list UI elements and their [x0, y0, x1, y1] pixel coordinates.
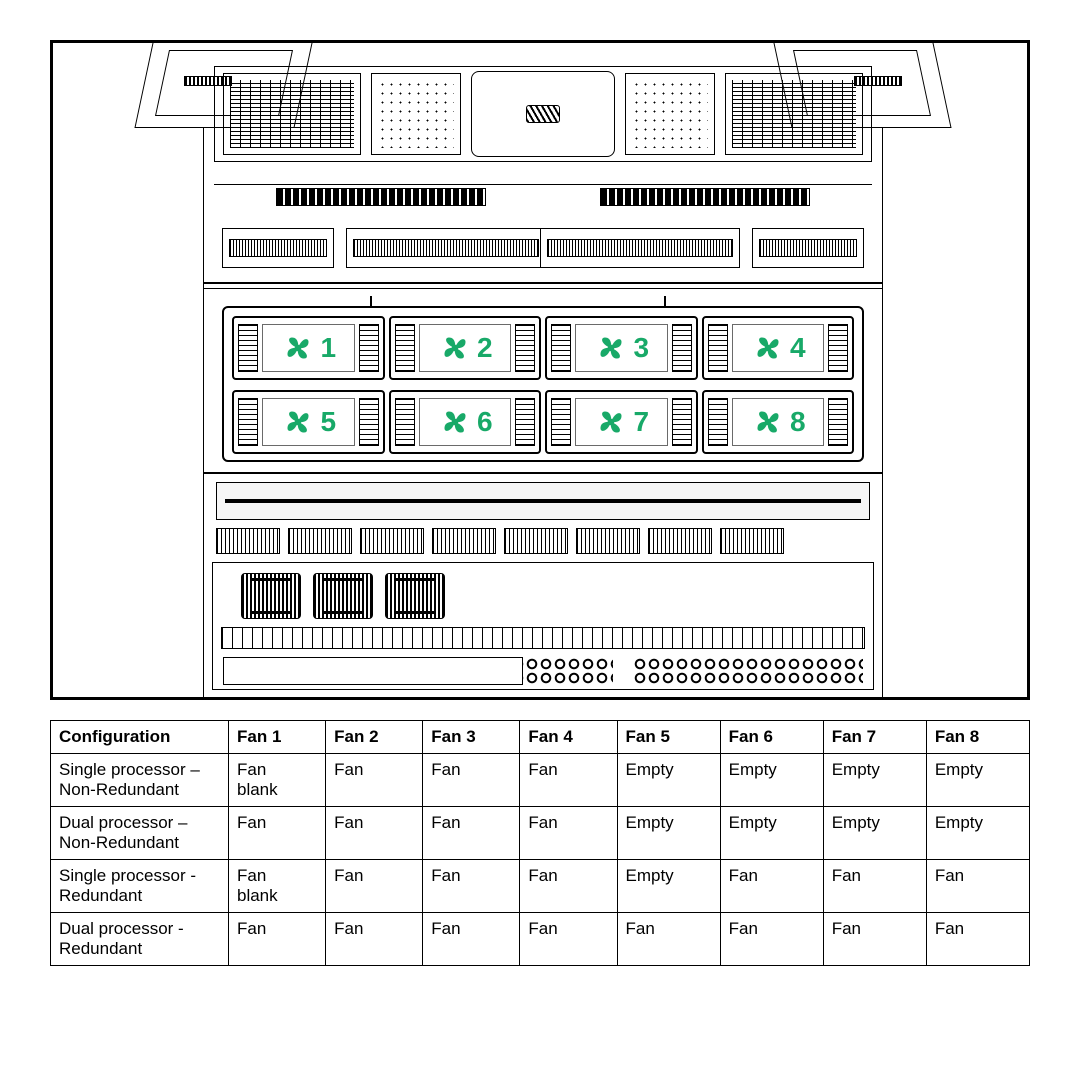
fan-cell: Empty	[617, 807, 720, 860]
fan-cell: Fan	[720, 913, 823, 966]
fan-cell: Fan	[520, 860, 617, 913]
fan-cell: Empty	[720, 754, 823, 807]
fan-slot-5: 5	[232, 390, 385, 454]
col-fan-7: Fan 7	[823, 721, 926, 754]
col-fan-8: Fan 8	[926, 721, 1029, 754]
table-row: Single processor -RedundantFanblankFanFa…	[51, 860, 1030, 913]
fan-cell: Fanblank	[229, 860, 326, 913]
fan-cell: Empty	[823, 807, 926, 860]
fan-number: 4	[790, 332, 806, 364]
fan-cell: Empty	[720, 807, 823, 860]
col-fan-4: Fan 4	[520, 721, 617, 754]
server-fan-diagram: 1 2 3 4 5 6 7 8	[50, 40, 1030, 700]
fan-cell: Fan	[926, 913, 1029, 966]
fan-icon	[593, 404, 629, 440]
fan-slot-3: 3	[545, 316, 698, 380]
fan-cell: Empty	[617, 860, 720, 913]
fan-slot-1: 1	[232, 316, 385, 380]
fan-number: 8	[790, 406, 806, 438]
fan-cell: Fan	[423, 754, 520, 807]
fan-cell: Fanblank	[229, 754, 326, 807]
fan-icon	[437, 404, 473, 440]
fan-cell: Fan	[520, 754, 617, 807]
col-configuration: Configuration	[51, 721, 229, 754]
fan-icon	[280, 404, 316, 440]
fan-slot-7: 7	[545, 390, 698, 454]
fan-cell: Fan	[823, 860, 926, 913]
config-cell: Single processor –Non-Redundant	[51, 754, 229, 807]
fan-icon	[437, 330, 473, 366]
fan-cell: Fan	[520, 913, 617, 966]
fan-cell: Fan	[520, 807, 617, 860]
fan-slot-4: 4	[702, 316, 855, 380]
fan-icon	[280, 330, 316, 366]
fan-cell: Empty	[926, 807, 1029, 860]
col-fan-1: Fan 1	[229, 721, 326, 754]
fan-cell: Fan	[720, 860, 823, 913]
fan-icon	[750, 404, 786, 440]
fan-cell: Fan	[423, 913, 520, 966]
fan-cell: Empty	[926, 754, 1029, 807]
fan-cell: Fan	[423, 807, 520, 860]
fan-cell: Fan	[617, 913, 720, 966]
config-cell: Single processor -Redundant	[51, 860, 229, 913]
fan-icon	[593, 330, 629, 366]
fan-cell: Fan	[229, 807, 326, 860]
col-fan-5: Fan 5	[617, 721, 720, 754]
fan-cell: Fan	[423, 860, 520, 913]
fan-slot-8: 8	[702, 390, 855, 454]
config-cell: Dual processor -Redundant	[51, 913, 229, 966]
col-fan-3: Fan 3	[423, 721, 520, 754]
fan-number: 3	[633, 332, 649, 364]
fan-number: 6	[477, 406, 493, 438]
fan-number: 1	[320, 332, 336, 364]
fan-cell: Empty	[617, 754, 720, 807]
fan-cell: Fan	[326, 913, 423, 966]
fan-slot-2: 2	[389, 316, 542, 380]
fan-cell: Fan	[326, 860, 423, 913]
fan-cell: Fan	[926, 860, 1029, 913]
fan-cell: Fan	[326, 754, 423, 807]
config-cell: Dual processor –Non-Redundant	[51, 807, 229, 860]
fan-number: 2	[477, 332, 493, 364]
fan-cell: Empty	[823, 754, 926, 807]
col-fan-2: Fan 2	[326, 721, 423, 754]
table-row: Dual processor –Non-RedundantFanFanFanFa…	[51, 807, 1030, 860]
fan-cell: Fan	[229, 913, 326, 966]
fan-cell: Fan	[823, 913, 926, 966]
fan-cell: Fan	[326, 807, 423, 860]
table-row: Single processor –Non-RedundantFanblankF…	[51, 754, 1030, 807]
table-row: Dual processor -RedundantFanFanFanFanFan…	[51, 913, 1030, 966]
fan-slot-6: 6	[389, 390, 542, 454]
fan-number: 7	[633, 406, 649, 438]
fan-number: 5	[320, 406, 336, 438]
fan-configuration-table: ConfigurationFan 1Fan 2Fan 3Fan 4Fan 5Fa…	[50, 720, 1030, 966]
fan-icon	[750, 330, 786, 366]
col-fan-6: Fan 6	[720, 721, 823, 754]
